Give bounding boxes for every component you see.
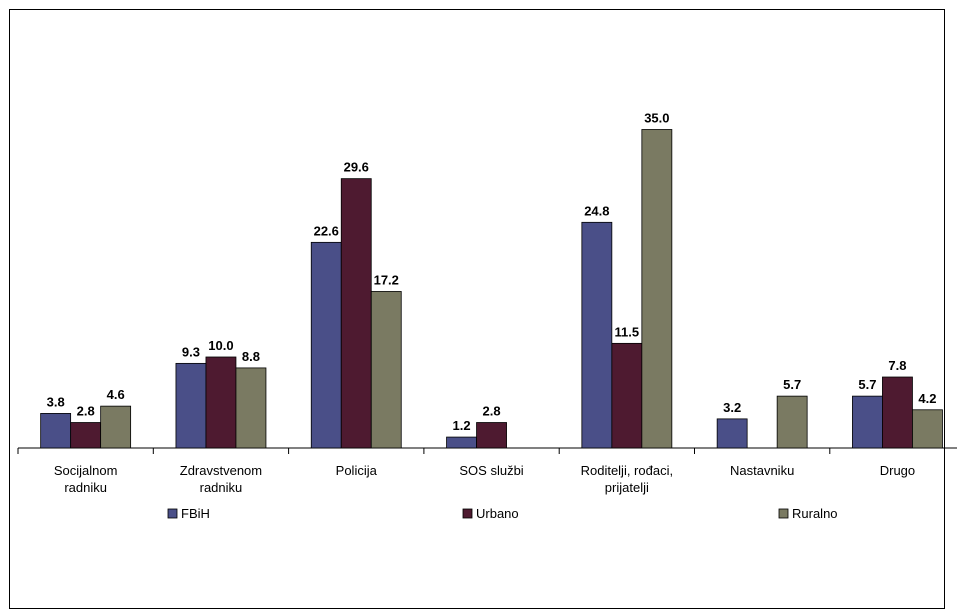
bar-value-label: 5.7 xyxy=(858,377,876,392)
bar-urbano xyxy=(70,422,102,449)
bar-value-label: 22.6 xyxy=(314,223,339,238)
bar-value-label: 11.5 xyxy=(615,324,640,339)
bar-value-label: 9.3 xyxy=(182,344,200,359)
bar-ruralno xyxy=(641,129,673,449)
legend-label-urbano: Urbano xyxy=(476,506,519,521)
bar-fbih xyxy=(446,436,477,449)
bar-value-label: 5.7 xyxy=(783,377,801,392)
bar-fbih xyxy=(852,395,883,449)
x-tick-label: radniku xyxy=(64,480,107,495)
bar-value-label: 4.2 xyxy=(918,391,936,406)
bar-value-label: 29.6 xyxy=(344,160,369,175)
x-tick-label: Nastavniku xyxy=(730,463,794,478)
bar-value-label: 1.2 xyxy=(453,418,471,433)
bar-ruralno xyxy=(100,405,132,449)
legend-swatch-fbih xyxy=(167,508,178,519)
bar-value-label: 17.2 xyxy=(374,272,399,287)
x-tick-label: Roditelji, rođaci, xyxy=(581,463,674,478)
x-tick-label: prijatelji xyxy=(605,480,649,495)
bar-urbano xyxy=(205,356,237,449)
bar-value-label: 10.0 xyxy=(208,338,233,353)
legend-swatch-ruralno xyxy=(778,508,789,519)
bar-fbih xyxy=(310,241,342,449)
x-tick-label: radniku xyxy=(200,480,243,495)
bar-value-label: 24.8 xyxy=(584,203,609,218)
x-tick-label: SOS službi xyxy=(459,463,523,478)
legend-label-ruralno: Ruralno xyxy=(792,506,838,521)
bar-ruralno xyxy=(235,367,267,449)
bar-value-label: 35.0 xyxy=(644,111,669,126)
x-tick-label: Drugo xyxy=(880,463,915,478)
bar-value-label: 7.8 xyxy=(888,358,906,373)
bar-ruralno xyxy=(912,409,943,449)
x-tick-label: Socijalnom xyxy=(54,463,118,478)
bar-value-label: 2.8 xyxy=(483,404,501,419)
bar-fbih xyxy=(716,418,748,449)
bar-fbih xyxy=(581,221,613,449)
legend-swatch-urbano xyxy=(462,508,473,519)
bar-value-label: 2.8 xyxy=(77,404,95,419)
bar-chart: 3.8 2.8 4.6 Socijalnom radniku 9.3 10.0 8.8 Zdra… xyxy=(17,111,957,521)
bar-value-label: 3.8 xyxy=(47,394,65,409)
bar-value-label: 4.6 xyxy=(107,387,125,402)
bar-urbano xyxy=(882,376,913,449)
legend-label-fbih: FBiH xyxy=(181,506,210,521)
bar-fbih xyxy=(175,362,207,449)
bar-value-label: 8.8 xyxy=(242,349,260,364)
x-tick-label: Zdravstvenom xyxy=(180,463,262,478)
bar-fbih xyxy=(40,413,72,449)
x-tick-label: Policija xyxy=(336,463,378,478)
bar-urbano xyxy=(611,342,643,449)
bar-urbano xyxy=(476,422,507,449)
bar-ruralno xyxy=(776,395,808,449)
bar-urbano xyxy=(340,178,372,449)
bar-value-label: 3.2 xyxy=(723,400,741,415)
bar-ruralno xyxy=(370,291,402,449)
